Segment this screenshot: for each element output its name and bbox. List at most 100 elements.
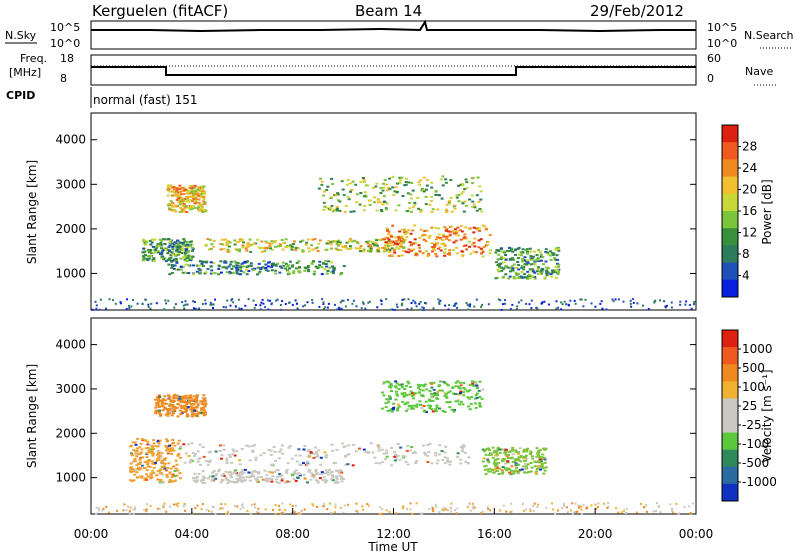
range-cell [185,196,189,199]
clutter-cell [410,307,413,310]
range-cell [284,267,288,270]
range-cell [191,415,194,418]
clutter-cell [112,299,114,302]
range-cell [163,238,167,241]
range-cell [497,473,501,475]
clutter-cell [293,511,296,514]
range-cell [139,456,143,459]
range-cell [166,411,170,414]
range-cell [421,252,425,255]
range-cell [135,455,139,458]
range-cell [256,238,260,241]
range-cell [148,239,152,242]
range-cell [289,244,293,247]
clutter-cell [204,299,207,302]
range-cell [499,247,503,250]
clutter-cell [239,507,242,510]
clutter-cell [296,302,298,305]
range-cell [215,473,219,476]
clutter-cell [281,300,284,303]
range-cell [394,456,398,459]
range-cell [140,464,144,467]
range-cell [163,458,167,461]
clutter-cell [576,510,579,513]
range-cell [443,254,447,257]
noise-sky-line [91,19,696,33]
range-cell [448,251,451,254]
range-cell [150,238,154,241]
clutter-cell [194,507,197,510]
range-cell [168,395,172,398]
range-cell [204,460,208,463]
range-cell [139,467,143,470]
range-cell [529,250,533,253]
range-cell [462,444,465,447]
range-cell [451,386,455,389]
clutter-cell [394,512,397,515]
range-cell [175,189,179,192]
range-cell [420,234,424,237]
range-cell [472,384,476,387]
range-cell [195,394,199,397]
range-cell [480,210,484,213]
range-cell [318,264,322,267]
range-cell [211,272,215,274]
range-cell [495,450,499,453]
range-cell [259,247,262,250]
range-cell [174,258,178,261]
range-cell [132,470,136,473]
clutter-cell [198,307,201,310]
range-cell [435,462,439,465]
range-cell [468,384,472,387]
range-cell [150,460,154,463]
clutter-cell [134,506,136,509]
range-cell [488,249,492,252]
range-cell [359,245,363,248]
range-cell [409,210,413,213]
range-cell [305,460,309,463]
range-cell [446,391,450,394]
range-cell [335,243,339,245]
range-cell [236,240,240,243]
range-cell [171,242,175,245]
range-cell [445,203,449,206]
range-cell [131,468,135,471]
range-cell [188,399,191,402]
range-cell [160,239,164,242]
range-cell [308,455,312,458]
range-cell [471,382,475,385]
clutter-cell [690,307,693,310]
range-cell [335,207,339,210]
range-cell [206,463,210,466]
range-cell [180,201,183,204]
range-cell [453,207,457,210]
range-cell [516,257,520,259]
clutter-cell [555,307,558,310]
clutter-cell [617,511,620,514]
range-cell [385,455,389,458]
colorbar-segment [722,364,738,382]
range-cell [400,240,404,242]
clutter-cell [675,502,678,505]
range-cell [504,254,508,256]
range-cell [332,208,336,211]
range-cell [192,395,196,398]
range-cell [393,450,397,453]
range-cell [320,183,324,186]
range-cell [241,246,245,249]
clutter-cell [132,508,135,511]
range-cell [483,449,486,452]
range-cell [212,245,216,248]
range-cell [263,250,267,253]
range-cell [419,394,423,397]
range-cell [459,183,463,186]
range-cell [422,238,426,241]
range-cell [331,449,335,452]
range-cell [241,238,244,241]
range-cell [474,397,478,400]
range-cell [294,479,298,482]
range-cell [505,468,509,471]
range-cell [193,409,197,412]
range-cell [278,265,282,268]
range-cell [464,204,468,207]
